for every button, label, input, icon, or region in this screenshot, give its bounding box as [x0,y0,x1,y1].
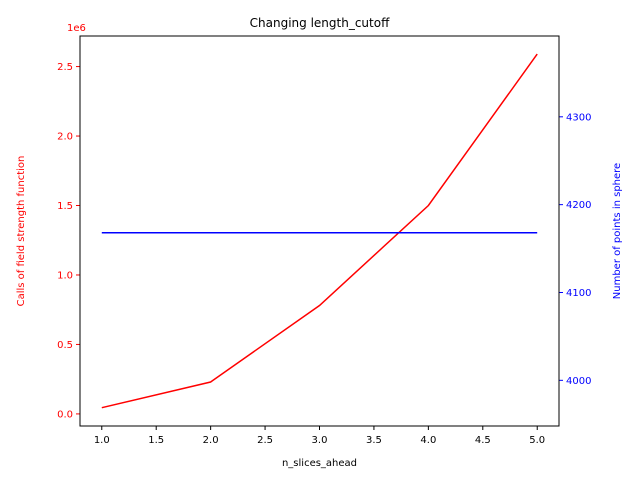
left-y-tick-label: 1.5 [57,201,73,212]
right-y-tick-label: 4000 [566,376,591,387]
left-y-tick-label: 1.0 [57,270,73,281]
plot-frame [79,35,560,427]
left-y-tick-label: 0.5 [57,340,73,351]
x-tick-label: 3.0 [312,435,328,446]
series-line-calls [101,53,538,409]
x-tick-label: 2.0 [203,435,219,446]
left-axis-offset-text: 1e6 [67,23,86,34]
x-tick-label: 4.0 [420,435,436,446]
x-tick-label: 1.5 [148,435,164,446]
x-tick-label: 5.0 [529,435,545,446]
left-y-tick-label: 2.0 [57,132,73,143]
x-tick-label: 4.5 [475,435,491,446]
left-axis-label: Calls of field strength function [16,156,27,307]
left-y-tick-label: 0.0 [57,409,73,420]
left-y-tick-label: 2.5 [57,62,73,73]
chart-title: Changing length_cutoff [250,16,390,30]
x-axis-label: n_slices_ahead [282,458,357,469]
x-tick-label: 1.0 [94,435,110,446]
right-y-tick-label: 4300 [566,112,591,123]
right-y-tick-label: 4100 [566,288,591,299]
x-tick-label: 3.5 [366,435,382,446]
right-y-tick-label: 4200 [566,200,591,211]
right-axis-label: Number of points in sphere [612,163,623,299]
x-tick-label: 2.5 [257,435,273,446]
